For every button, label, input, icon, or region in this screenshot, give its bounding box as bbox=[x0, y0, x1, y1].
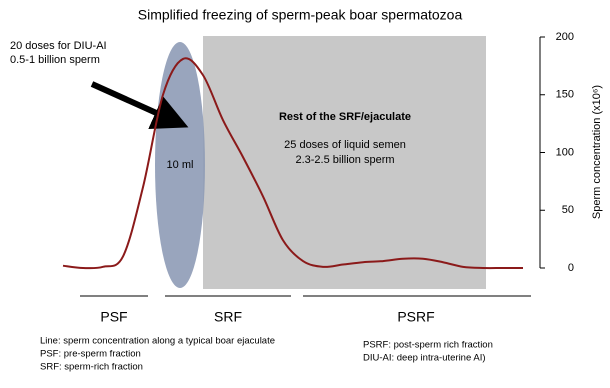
annotation: 25 doses of liquid semen bbox=[284, 139, 406, 151]
footnote: DIU-AI: deep intra-uterine AI) bbox=[363, 353, 486, 364]
annotation: 20 doses for DIU-AI bbox=[10, 40, 107, 52]
annotation: 0.5-1 billion sperm bbox=[10, 54, 100, 66]
y-axis-label: Sperm concentration (x10⁶) bbox=[591, 85, 603, 219]
footnote: Line: sperm concentration along a typica… bbox=[40, 336, 275, 347]
y-tick-label: 150 bbox=[556, 89, 574, 101]
y-tick-label: 200 bbox=[556, 31, 574, 43]
y-tick-label: 50 bbox=[562, 204, 574, 216]
footnote: PSRF: post-sperm rich fraction bbox=[363, 340, 493, 351]
footnote: SRF: sperm-rich fraction bbox=[40, 362, 143, 373]
data-line bbox=[62, 57, 523, 270]
y-tick-label: 100 bbox=[556, 146, 574, 158]
rest-region bbox=[203, 36, 486, 289]
annotation: Rest of the SRF/ejaculate bbox=[279, 111, 411, 123]
y-tick-label: 0 bbox=[568, 262, 574, 274]
annotation: 10 ml bbox=[167, 159, 194, 171]
annotation: 2.3-2.5 billion sperm bbox=[295, 154, 394, 166]
segment-label: SRF bbox=[214, 309, 242, 325]
segment-label: PSRF bbox=[397, 309, 434, 325]
footnote: PSF: pre-sperm fraction bbox=[40, 349, 141, 360]
chart-title: Simplified freezing of sperm-peak boar s… bbox=[138, 7, 463, 23]
segment-label: PSF bbox=[100, 309, 127, 325]
